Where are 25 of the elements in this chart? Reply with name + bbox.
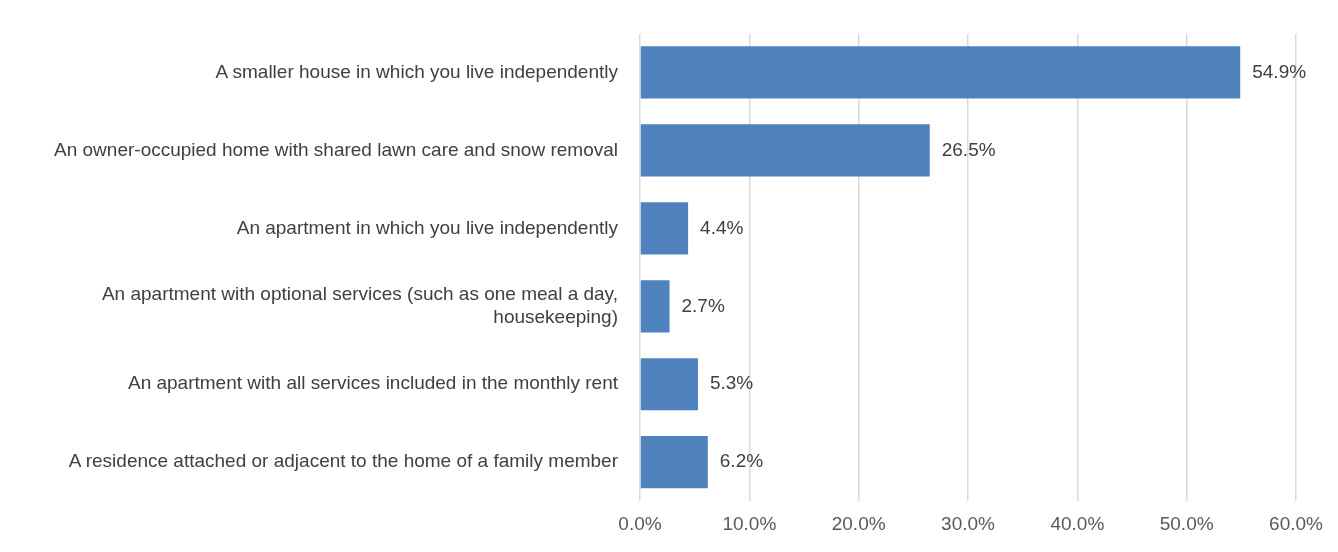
- x-tick-label: 30.0%: [941, 512, 996, 534]
- y-tick-label: A residence attached or adjacent to the home of a family member: [68, 450, 619, 472]
- x-tick-label: 10.0%: [722, 512, 777, 534]
- bar: [640, 358, 698, 411]
- bar: [640, 202, 689, 255]
- data-label: 2.7%: [681, 294, 725, 316]
- y-tick-label: An owner-occupied home with shared lawn care and snow removal: [54, 138, 618, 160]
- bar: [640, 46, 1241, 99]
- y-tick-label: A smaller house in which you live independently: [215, 60, 619, 82]
- data-label: 4.4%: [700, 216, 744, 238]
- bar: [640, 124, 930, 177]
- y-tick-label: An apartment with optional services (such as one meal a day, housekeeping): [101, 283, 618, 327]
- data-label: 54.9%: [1252, 60, 1307, 82]
- y-tick-label: An apartment in which you live independently: [236, 216, 619, 238]
- x-tick-label: 40.0%: [1050, 512, 1105, 534]
- data-label: 26.5%: [941, 138, 996, 160]
- data-label: 6.2%: [719, 450, 764, 472]
- bar: [640, 280, 670, 333]
- y-tick-label: An apartment with all services included in the monthly rent: [127, 372, 619, 394]
- data-label: 5.3%: [709, 372, 754, 394]
- x-tick-label: 60.0%: [1269, 512, 1324, 534]
- bar: [640, 436, 708, 489]
- x-tick-label: 0.0%: [618, 512, 662, 534]
- x-tick-label: 20.0%: [831, 512, 886, 534]
- x-tick-label: 50.0%: [1159, 512, 1214, 534]
